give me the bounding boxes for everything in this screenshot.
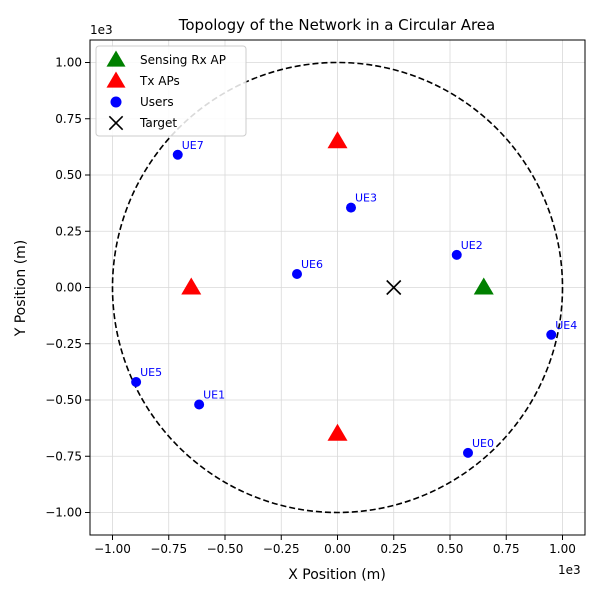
legend-sensing-rx-ap-marker	[106, 50, 126, 67]
x-axis-title: X Position (m)	[288, 567, 386, 583]
users-marker	[172, 149, 183, 160]
legend-box	[95, 45, 247, 137]
user-label: UE1	[203, 389, 225, 402]
y-axis-title: Y Position (m)	[13, 240, 29, 338]
user-label: UE0	[472, 437, 494, 450]
y-multiplier-label: 1e3	[90, 23, 113, 37]
sensing-rx-ap-marker	[473, 277, 494, 295]
x-tick-label: 0.25	[380, 542, 407, 556]
target-marker	[386, 279, 402, 296]
y-tick-label: 0.25	[55, 224, 82, 238]
x-multiplier-label: 1e3	[558, 563, 581, 577]
users-marker	[292, 269, 302, 279]
x-tick-label: 0.00	[324, 542, 351, 556]
legend-target-marker	[108, 115, 124, 131]
chart-title: Topology of the Network in a Circular Ar…	[178, 16, 495, 34]
x-tick-label: 0.50	[437, 542, 464, 556]
legend-target-marker-stroke	[108, 115, 124, 131]
x-tick-label: −0.25	[263, 542, 300, 556]
y-tick-label: −0.25	[45, 337, 82, 351]
tx-aps-marker	[327, 131, 348, 149]
y-tick-label: 1.00	[55, 56, 82, 70]
users-marker	[131, 377, 142, 387]
x-tick-label: −1.00	[94, 542, 131, 556]
legend-label: Sensing Rx AP	[140, 53, 226, 67]
users-marker	[463, 447, 473, 458]
y-tick-label: −0.50	[45, 393, 82, 407]
y-tick-label: −1.00	[45, 506, 82, 520]
x-tick-label: −0.75	[150, 542, 187, 556]
y-tick-label: 0.50	[55, 168, 82, 182]
x-tick-label: −0.50	[207, 542, 244, 556]
tx-aps-marker	[327, 423, 348, 441]
users-marker	[194, 399, 205, 410]
legend-label: Target	[139, 116, 177, 130]
x-tick-label: 1.00	[549, 542, 576, 556]
users-marker	[546, 329, 557, 340]
y-tick-label: 0.75	[55, 112, 82, 126]
y-tick-label: 0.00	[55, 281, 82, 295]
users-marker	[346, 202, 356, 213]
axes: −1.00 −0.75 −0.50 −0.25 0.00 0.25 0.50 0.75 1.00…	[45, 39, 586, 556]
grid	[90, 40, 585, 535]
legend-label: Tx APs	[139, 74, 180, 88]
legend: Sensing Rx AP Tx APs Users Target	[95, 45, 247, 137]
user-label: UE5	[140, 366, 162, 379]
data-marks: UE0 UE1 UE2 UE3 UE4 UE5 UE6 UE7	[131, 131, 577, 458]
legend-users-marker	[110, 96, 122, 108]
tx-aps-marker	[181, 277, 202, 295]
users-marker	[451, 249, 462, 260]
user-label: UE2	[461, 239, 483, 252]
x-tick-label: 0.75	[493, 542, 520, 556]
user-label: UE4	[555, 319, 577, 332]
coverage-area	[111, 61, 564, 514]
legend-label: Users	[140, 95, 174, 109]
target-marker-stroke	[386, 279, 402, 296]
user-label: UE7	[182, 139, 204, 152]
y-tick-label: −0.75	[45, 449, 82, 463]
coverage-circle	[111, 61, 564, 514]
legend-tx-aps-marker	[106, 71, 126, 88]
user-label: UE6	[301, 258, 323, 271]
user-label: UE3	[355, 192, 377, 205]
